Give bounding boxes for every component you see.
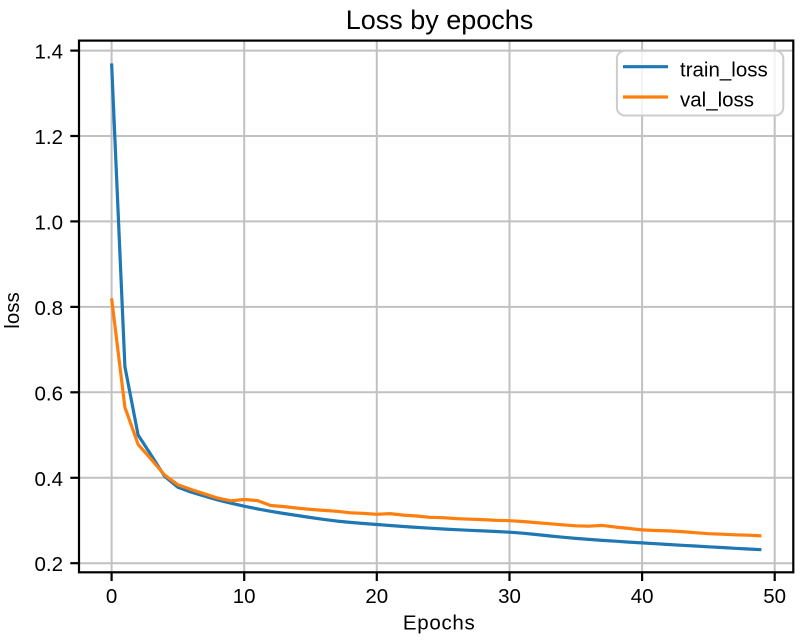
svg-text:10: 10: [233, 585, 256, 608]
svg-text:val_loss: val_loss: [680, 89, 754, 112]
svg-text:1.0: 1.0: [35, 211, 64, 234]
svg-text:0: 0: [106, 585, 117, 608]
svg-text:20: 20: [365, 585, 388, 608]
svg-text:loss: loss: [1, 292, 24, 328]
svg-text:40: 40: [631, 585, 654, 608]
svg-text:0.4: 0.4: [35, 468, 64, 491]
svg-text:0.2: 0.2: [35, 553, 64, 576]
svg-text:50: 50: [763, 585, 786, 608]
svg-text:train_loss: train_loss: [680, 58, 768, 81]
svg-text:0.8: 0.8: [35, 297, 64, 320]
svg-text:1.2: 1.2: [35, 126, 64, 149]
svg-text:0.6: 0.6: [35, 382, 64, 405]
svg-text:30: 30: [498, 585, 521, 608]
svg-text:1.4: 1.4: [35, 41, 64, 64]
svg-text:Epochs: Epochs: [403, 611, 476, 634]
svg-text:Loss by epochs: Loss by epochs: [346, 5, 534, 35]
